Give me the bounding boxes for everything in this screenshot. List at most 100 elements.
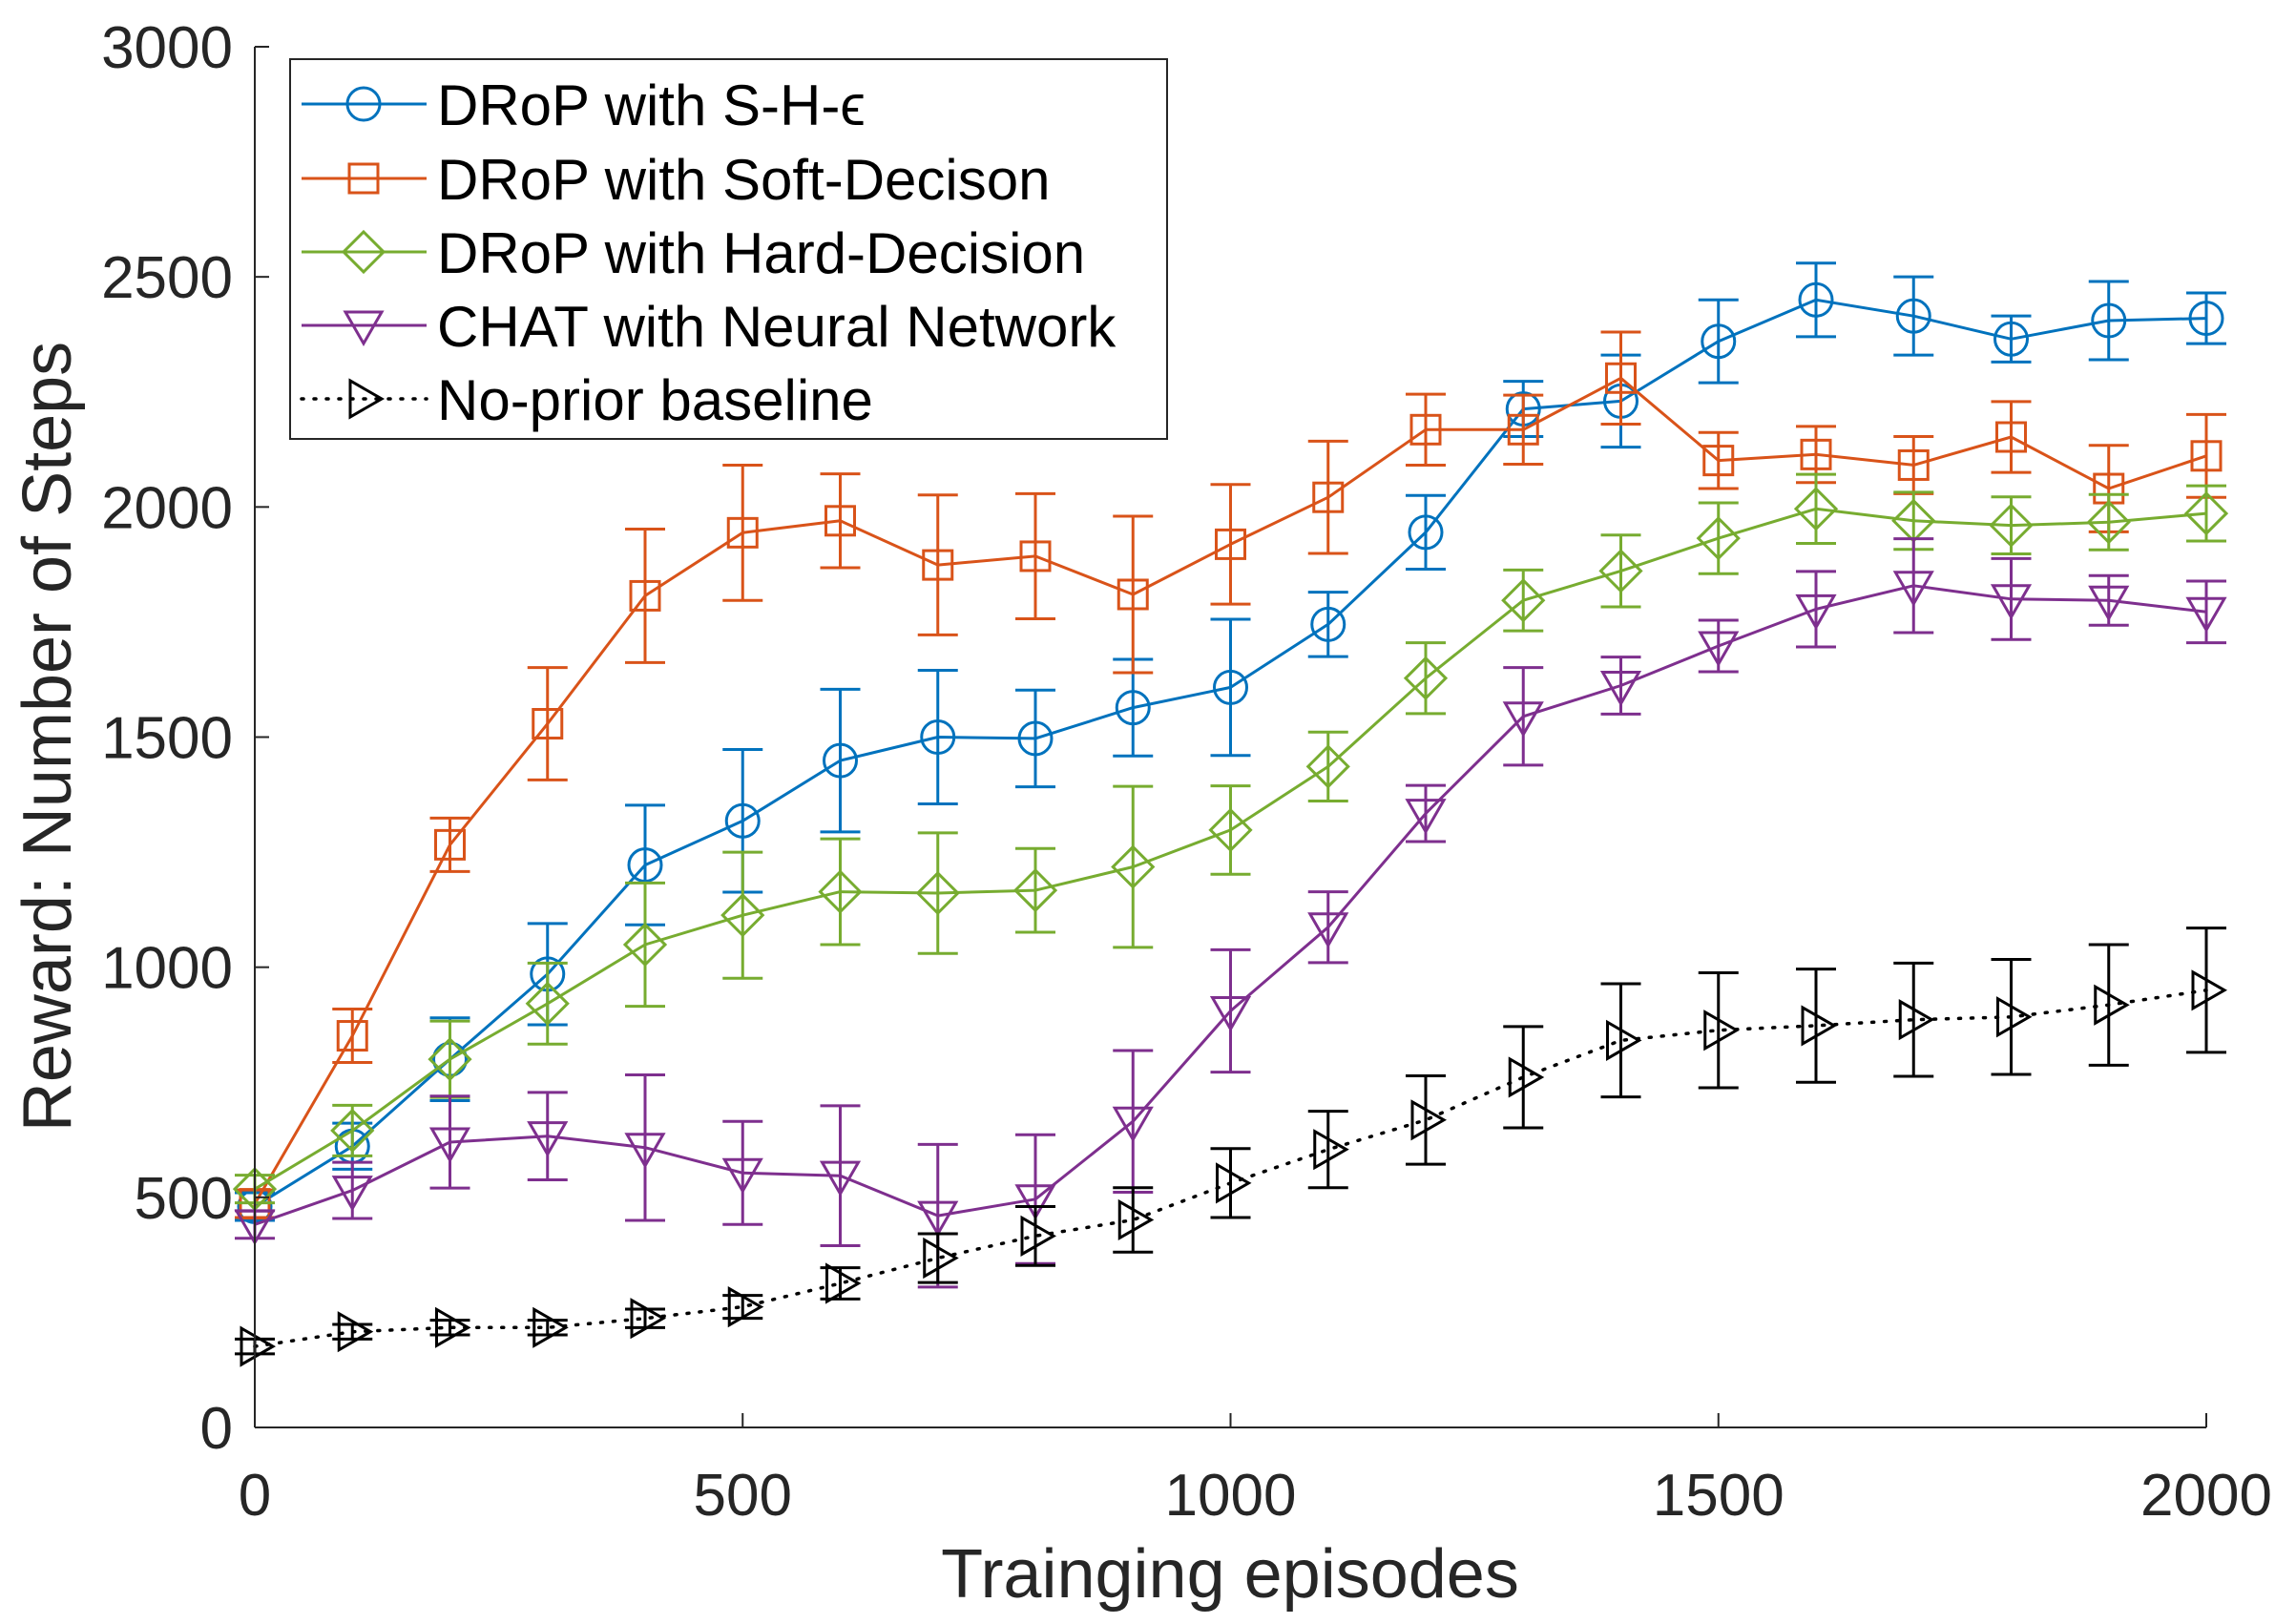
series-5-marker [727,1286,764,1328]
series-5-errorbar [1796,968,1836,1084]
series-5-errorbars [235,927,2226,1356]
series-5-errorbar [917,1232,958,1284]
series-4-line [254,584,2207,1226]
series-5-errorbar [1893,961,1934,1078]
series-5-marker [1117,1198,1155,1241]
series-1-marker [2188,301,2224,337]
series-5-errorbar [1307,1110,1348,1190]
series-5-marker [1216,1162,1252,1204]
series-5-errorbar [1015,1204,1055,1267]
series-5-marker [1996,996,2033,1038]
series-2-marker [532,708,564,740]
series-2-marker [922,549,954,581]
x-tick-label: 1000 [1165,1463,1297,1529]
series-5-marker [1606,1019,1642,1061]
series-4-marker [1698,631,1740,668]
series-5-marker [532,1306,569,1348]
series-3-marker [1305,744,1350,789]
series-2-marker [1800,438,1832,470]
legend-sample-1 [302,86,427,122]
legend-sample-marker [341,229,386,275]
series-2-marker [629,579,661,612]
series-3-marker [1501,578,1546,623]
series-5-line [253,989,2208,1348]
series-4-marker [721,1157,763,1195]
series-3 [232,472,2229,1212]
series-4-marker [1405,799,1447,835]
legend-samples [300,86,428,420]
series-4 [234,537,2227,1289]
series-5-marker [1801,1005,1838,1047]
series-1-marker [1213,669,1248,705]
series-2-marker [824,505,856,537]
series-2-markers [239,362,2223,1220]
series-3-marker [1012,867,1058,913]
series-5-errorbar [1113,1186,1154,1254]
series-1-marker [823,742,858,779]
series-5-errorbar [1406,1073,1446,1166]
legend-label-3: DRoP with Hard-Decision [437,221,1085,285]
series-4-marker [1014,1184,1056,1220]
series-5 [235,927,2228,1367]
series-5-marker [630,1298,667,1340]
series-2-marker [1312,481,1345,513]
x-axis-label: Trainging episodes [941,1536,1519,1613]
series-4-marker [527,1121,569,1157]
series-3-marker [1598,549,1643,593]
series-4-marker [2088,585,2130,622]
series-1-marker [1895,298,1931,334]
plot-series [232,261,2229,1367]
legend-sample-4 [302,310,427,347]
series-3-marker [1989,503,2034,548]
series-2-marker [2190,440,2223,472]
series-4-marker [1892,571,1934,607]
series-1-line [254,298,2207,1208]
series-3-marker [1111,844,1156,889]
series-5-errorbar [1600,982,1641,1099]
series-4-marker [1990,584,2033,620]
series-2-marker [1215,528,1246,560]
series-4-marker [917,1200,959,1238]
legend-label-4: CHAT with Neural Network [437,295,1117,359]
legend-sample-marker [348,378,386,420]
y-axis-label: Reward: Number of Steps [10,342,86,1132]
series-5-marker [240,1325,277,1367]
x-tick-label: 2000 [2140,1463,2272,1529]
series-2-marker [1507,413,1539,446]
series-1-marker [1310,606,1346,642]
legend: DRoP with S-H-ϵ DRoP with Soft-Decison D… [289,58,1168,440]
legend-label-1: DRoP with S-H-ϵ [437,73,866,137]
series-1-marker [724,802,761,839]
series-5-marker [1313,1129,1349,1171]
legend-sample-marker [345,86,382,122]
series-5-marker [2191,969,2228,1011]
series-3-line [254,507,2207,1191]
series-3-marker [428,1037,472,1082]
series-3-marker [818,869,863,914]
series-4-marker [428,1127,471,1163]
series-4-marker [2185,596,2227,634]
series-2-marker [1409,413,1442,446]
series-5-marker [337,1311,374,1353]
series-1-marker [1798,281,1834,318]
series-1-marker [920,719,956,755]
legend-sample-marker [343,310,385,347]
y-tick-label: 500 [135,1166,233,1232]
series-2-line [253,376,2207,1205]
series-5-marker [923,1237,959,1280]
series-3-marker [1793,487,1839,531]
series-4-marker [1795,593,1837,631]
y-tick-label: 0 [200,1396,233,1462]
series-3-marker [2086,500,2131,545]
y-tick-label: 2000 [101,475,233,541]
series-4-marker [331,1176,373,1212]
series-2-marker [1702,445,1735,477]
legend-sample-marker [347,162,380,195]
series-4-marker [1599,670,1642,707]
series-5-errorbar [1503,1025,1544,1130]
series-3-marker [915,870,960,916]
series-2-marker [336,1020,368,1052]
series-2-marker [1019,540,1052,573]
series-3-marker [1403,656,1449,700]
